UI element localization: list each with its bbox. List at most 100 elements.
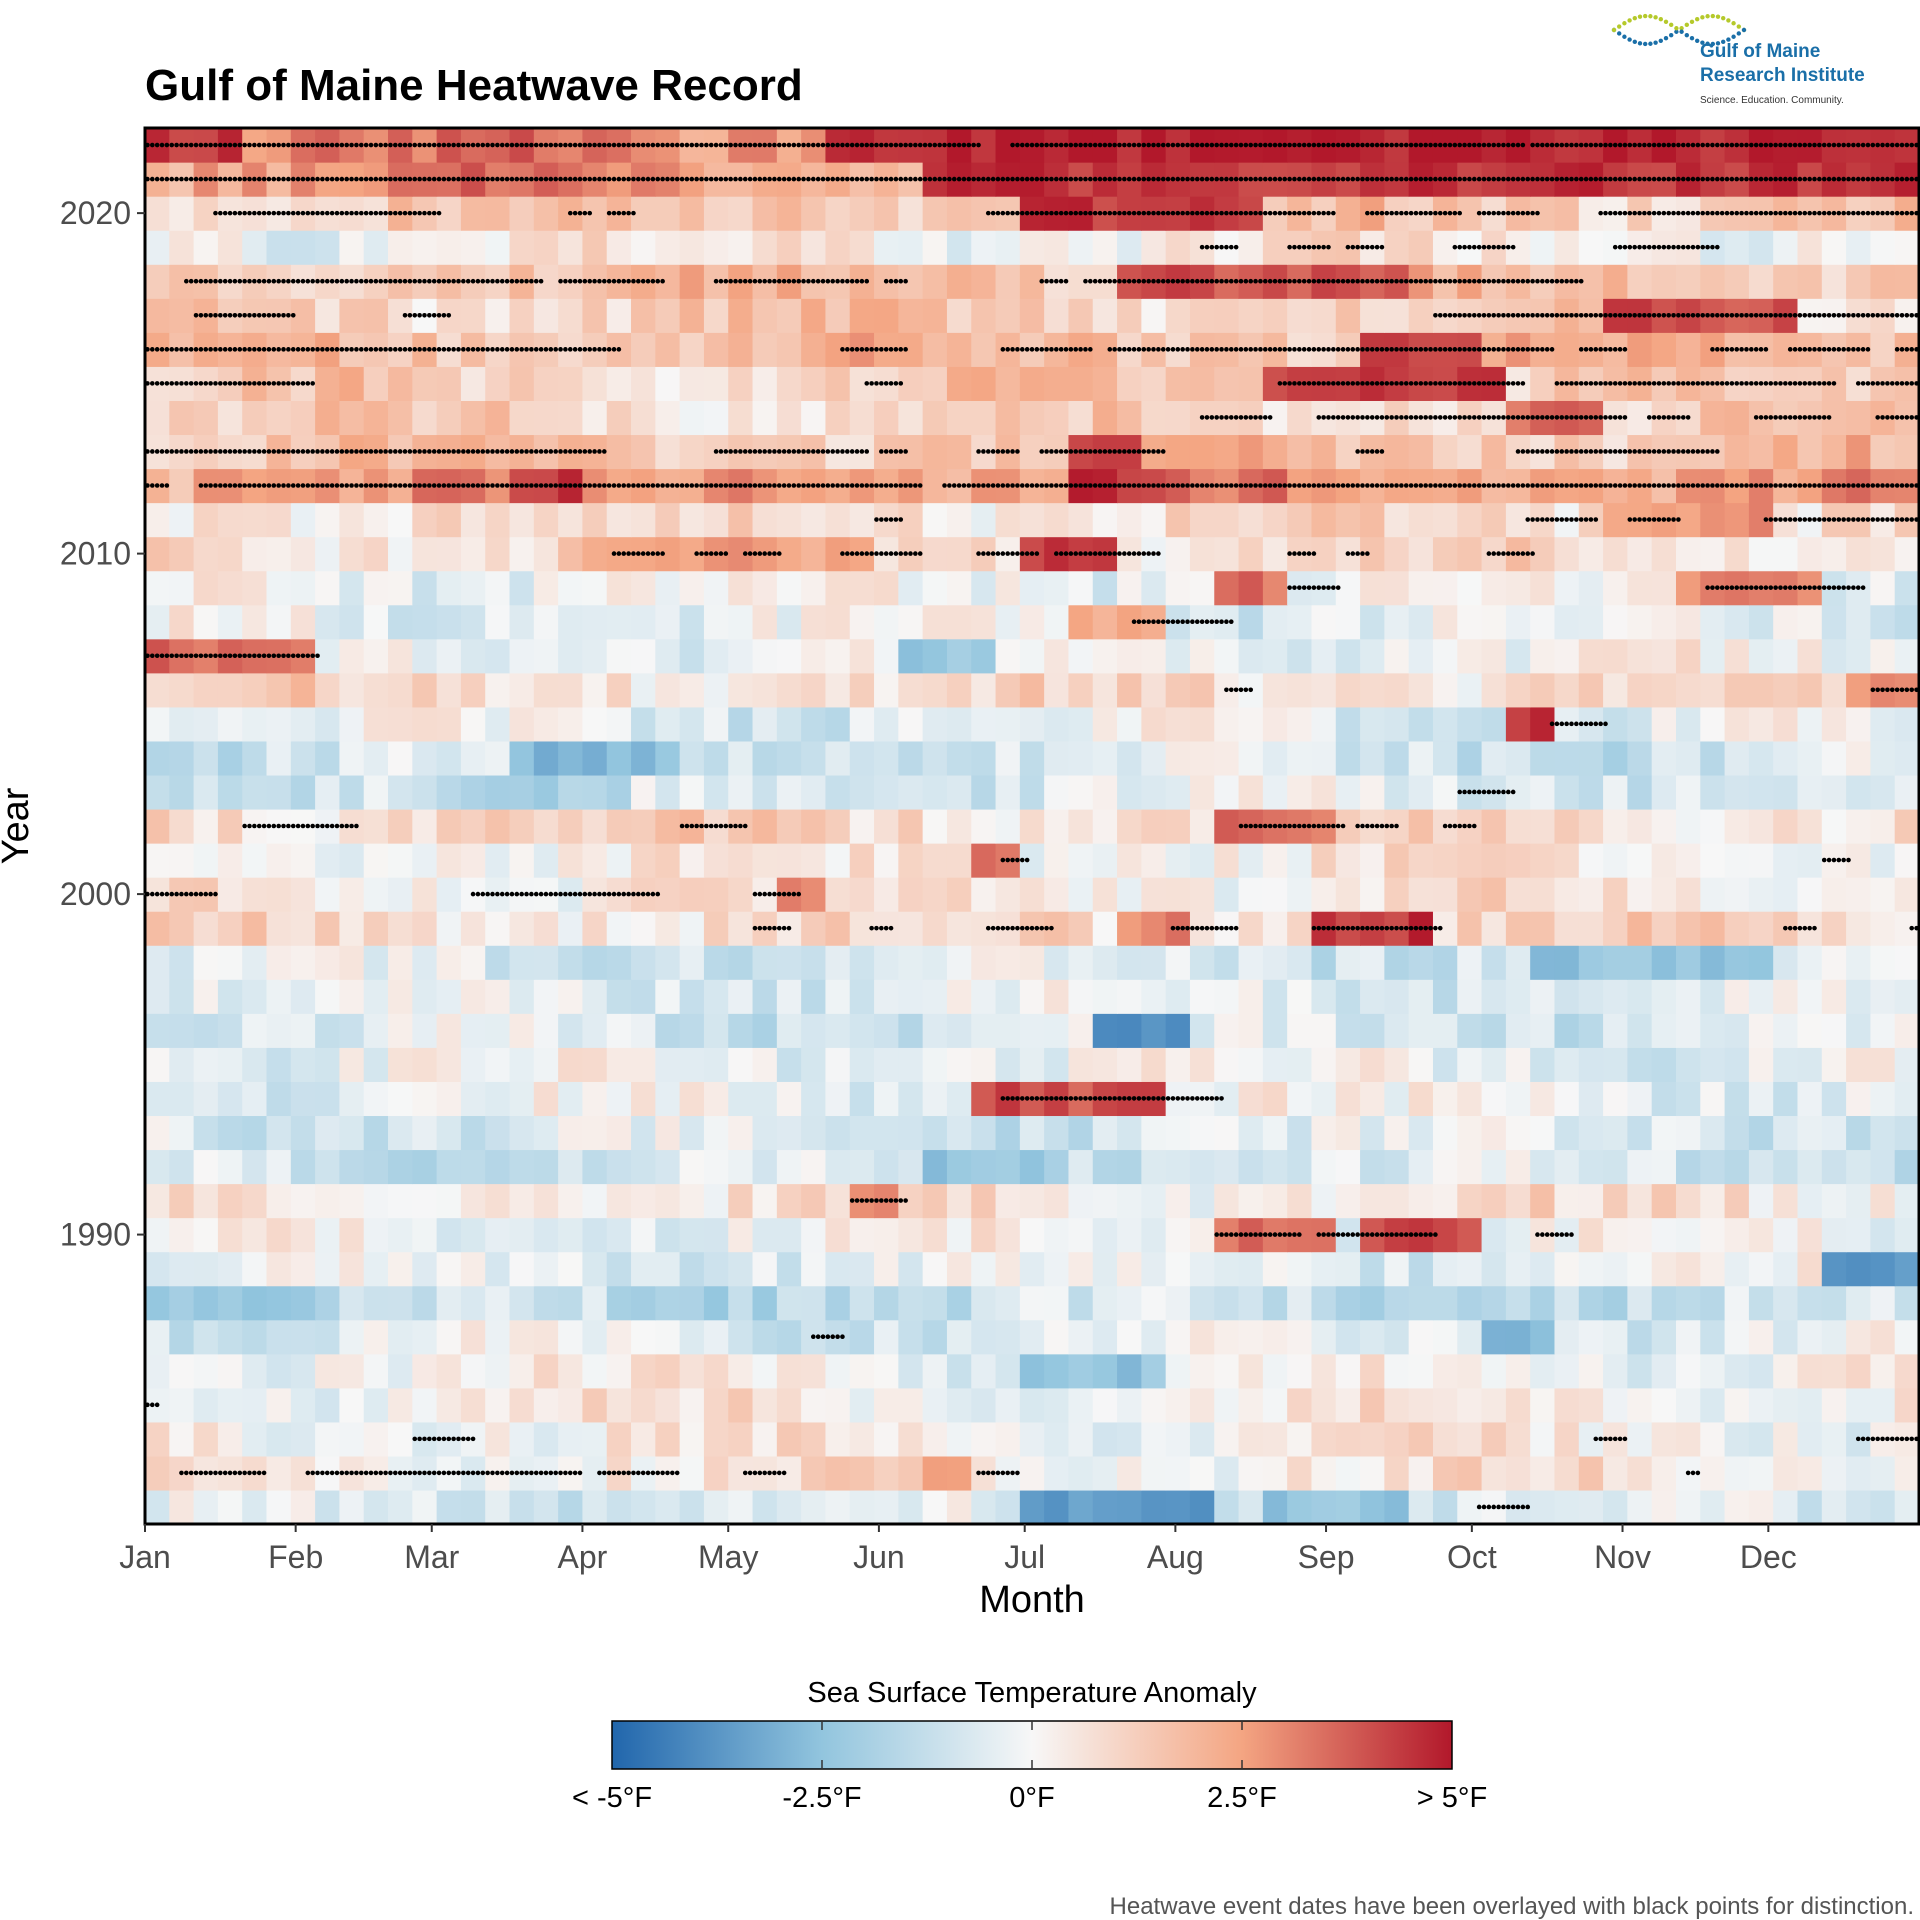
heatwave-point bbox=[1408, 1232, 1414, 1237]
heatmap-cell bbox=[703, 1217, 729, 1253]
heatmap-cell bbox=[752, 1285, 778, 1321]
heatwave-point bbox=[776, 891, 782, 897]
heatwave-point bbox=[456, 449, 461, 454]
heatwave-point bbox=[1433, 381, 1438, 386]
heatmap-cell bbox=[801, 604, 827, 640]
heatmap-cell bbox=[1821, 1115, 1847, 1151]
heatmap-cell bbox=[1724, 774, 1750, 810]
heatmap-cell bbox=[1117, 638, 1142, 674]
heatmap-cell bbox=[679, 638, 705, 674]
heatmap-cell bbox=[874, 1149, 899, 1185]
heatwave-point bbox=[1248, 483, 1254, 488]
heatwave-point bbox=[1685, 1470, 1691, 1476]
heatwave-point bbox=[1112, 347, 1117, 352]
heatmap-cell bbox=[558, 843, 584, 878]
heatwave-point bbox=[1739, 483, 1744, 488]
heatwave-point bbox=[1676, 415, 1681, 420]
heatmap-cell bbox=[1627, 1387, 1653, 1423]
heatmap-cell bbox=[388, 1387, 413, 1423]
heatwave-point bbox=[1569, 721, 1574, 727]
heatwave-point bbox=[446, 1436, 452, 1442]
heatwave-point bbox=[1015, 449, 1020, 454]
heatmap-cell bbox=[1335, 1489, 1361, 1525]
heatwave-point bbox=[1753, 415, 1759, 420]
heatmap-cell bbox=[1311, 706, 1337, 742]
heatmap-cell bbox=[898, 1421, 924, 1457]
heatmap-cell bbox=[145, 502, 170, 538]
heatmap-cell bbox=[728, 570, 754, 606]
heatmap-cell bbox=[752, 706, 778, 742]
heatmap-cell bbox=[460, 196, 486, 231]
heatwave-point bbox=[1331, 381, 1336, 386]
heatwave-point bbox=[1097, 551, 1103, 556]
heatmap-cell bbox=[1408, 1455, 1434, 1491]
heatwave-point bbox=[883, 347, 889, 352]
heatwave-point bbox=[1326, 483, 1331, 488]
heatmap-cell bbox=[874, 1285, 899, 1321]
heatwave-point bbox=[636, 551, 641, 556]
heatwave-point bbox=[1447, 347, 1453, 352]
heatwave-point bbox=[218, 483, 223, 488]
heatwave-point bbox=[1491, 381, 1497, 386]
heatmap-cell bbox=[1481, 1115, 1507, 1151]
heatmap-cell bbox=[290, 1047, 316, 1082]
heatmap-cell bbox=[460, 1183, 486, 1219]
heatmap-cell bbox=[679, 774, 705, 810]
heatwave-point bbox=[1904, 1436, 1910, 1442]
heatwave-point bbox=[616, 891, 622, 897]
heatmap-cell bbox=[1189, 1013, 1215, 1048]
heatmap-cell bbox=[1408, 877, 1434, 912]
heatwave-point bbox=[1875, 517, 1880, 522]
heatmap-cell bbox=[558, 1047, 584, 1082]
heatwave-point bbox=[1010, 1096, 1015, 1101]
heatwave-point bbox=[1170, 619, 1176, 625]
heatmap-cell bbox=[1481, 502, 1507, 538]
heatmap-cell bbox=[1748, 979, 1774, 1014]
heatwave-point bbox=[1418, 347, 1424, 352]
heatwave-point bbox=[1506, 381, 1511, 386]
heatmap-cell bbox=[703, 1081, 729, 1117]
heatwave-point bbox=[757, 483, 763, 488]
heatwave-point bbox=[1136, 619, 1142, 625]
heatmap-cell bbox=[655, 502, 681, 538]
heatwave-point bbox=[543, 483, 549, 488]
heatwave-point bbox=[169, 653, 175, 659]
heatwave-point bbox=[1821, 415, 1827, 420]
heatwave-point bbox=[1282, 1232, 1288, 1237]
heatmap-cell bbox=[509, 774, 535, 810]
heatwave-point bbox=[1253, 347, 1258, 352]
heatmap-cell bbox=[1214, 706, 1240, 742]
heatwave-point bbox=[1807, 517, 1812, 522]
heatmap-cell bbox=[1870, 536, 1896, 572]
heatwave-point bbox=[1564, 1232, 1569, 1237]
heatwave-point bbox=[451, 1470, 456, 1476]
heatmap-cell bbox=[315, 1285, 341, 1321]
heatmap-cell bbox=[1797, 230, 1823, 265]
heatwave-point bbox=[772, 925, 777, 931]
heatwave-point bbox=[504, 347, 510, 352]
heatwave-point bbox=[1578, 483, 1584, 488]
heatmap-cell bbox=[1044, 1285, 1070, 1321]
heatwave-point bbox=[1486, 551, 1492, 556]
heatmap-cell bbox=[533, 502, 559, 538]
heatwave-point bbox=[1574, 449, 1579, 454]
heatwave-point bbox=[1141, 449, 1147, 454]
heatwave-point bbox=[1904, 381, 1910, 386]
heatmap-cell bbox=[193, 1115, 219, 1151]
heatmap-cell bbox=[1578, 1353, 1604, 1389]
heatwave-point bbox=[1408, 381, 1414, 386]
heatwave-point bbox=[261, 1470, 267, 1476]
heatmap-cell bbox=[339, 672, 365, 708]
heatmap-cell bbox=[655, 1387, 681, 1423]
heatwave-point bbox=[149, 449, 155, 454]
heatwave-point bbox=[154, 483, 160, 488]
heatmap-cell bbox=[1360, 1489, 1385, 1525]
heatwave-point bbox=[1778, 381, 1783, 386]
heatwave-point bbox=[718, 823, 724, 829]
heatwave-point bbox=[849, 551, 855, 556]
heatmap-cell bbox=[1846, 1353, 1871, 1389]
heatwave-point bbox=[193, 891, 199, 897]
heatwave-point bbox=[553, 483, 558, 488]
heatmap-cell bbox=[752, 1115, 778, 1151]
heatwave-point bbox=[1865, 483, 1871, 488]
